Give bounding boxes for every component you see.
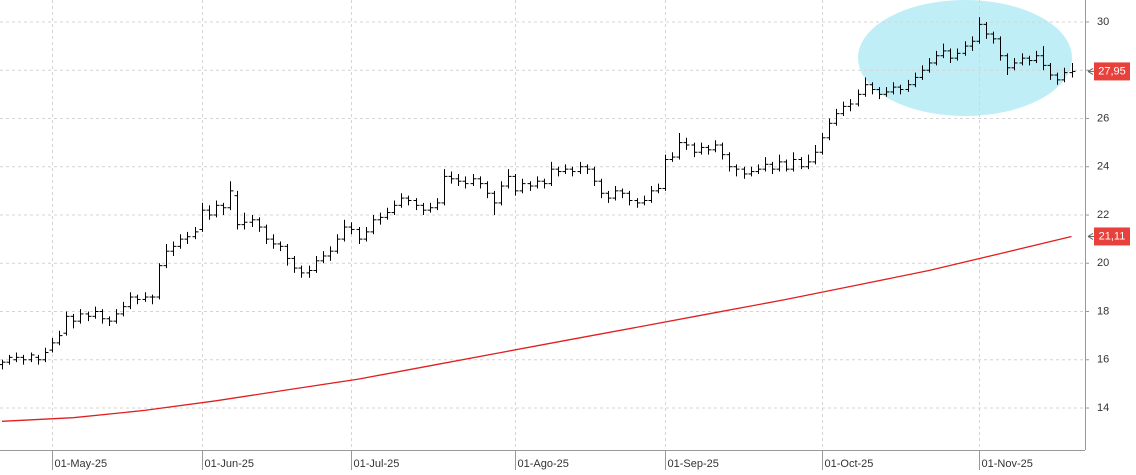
price-label: 21,11 <box>1099 230 1126 242</box>
x-tick-label: 01-Ago-25 <box>518 458 569 470</box>
x-tick-label: 01-Nov-25 <box>982 458 1033 470</box>
x-tick-label: 01-Sep-25 <box>668 458 719 470</box>
y-tick-label: 24 <box>1097 161 1109 173</box>
highlight-ellipse <box>858 0 1072 116</box>
x-tick-label: 01-May-25 <box>55 458 108 470</box>
y-tick-label: 26 <box>1097 112 1109 124</box>
price-label: 27,95 <box>1098 65 1126 77</box>
moving-average-line <box>1 235 1072 422</box>
price-arrow <box>1087 67 1094 75</box>
y-tick-label: 20 <box>1097 257 1109 269</box>
y-tick-label: 22 <box>1097 209 1109 221</box>
y-tick-label: 16 <box>1097 354 1109 366</box>
x-tick-label: 01-Jul-25 <box>354 458 400 470</box>
price-arrow <box>1087 233 1094 240</box>
y-tick-label: 30 <box>1097 16 1109 28</box>
y-tick-label: 18 <box>1097 305 1109 317</box>
price-label-box <box>1094 227 1130 246</box>
price-label-box <box>1094 62 1130 81</box>
x-tick-label: 01-Oct-25 <box>825 458 874 470</box>
y-tick-label: 14 <box>1097 402 1109 414</box>
x-tick-label: 01-Jun-25 <box>205 458 255 470</box>
